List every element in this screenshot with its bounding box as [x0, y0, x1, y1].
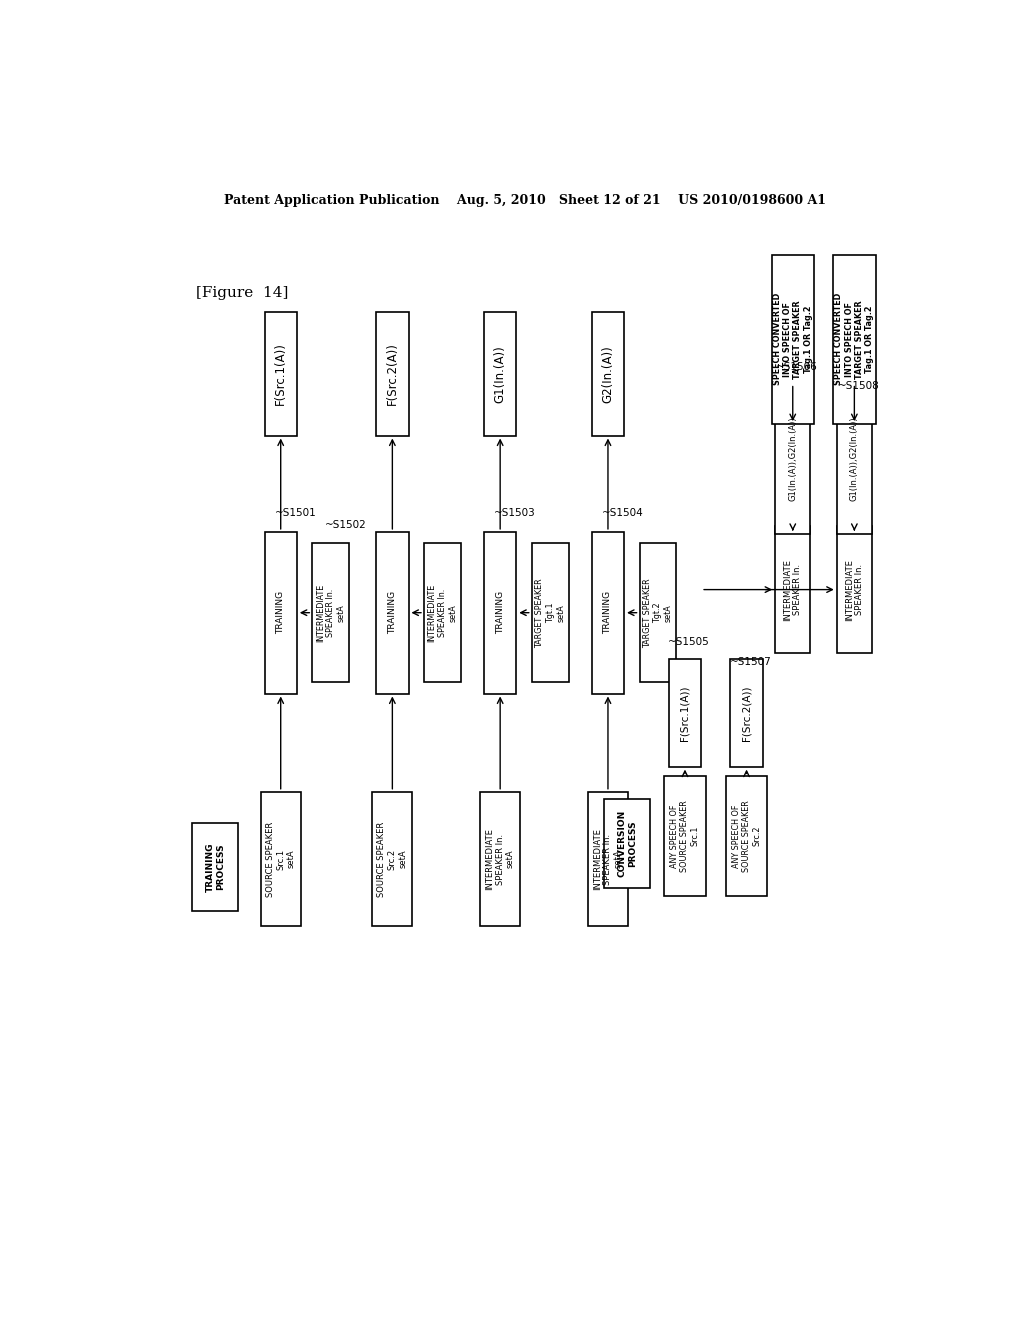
Text: TRAINING
PROCESS: TRAINING PROCESS [206, 842, 225, 891]
Text: SOURCE SPEAKER
Src.1
setA: SOURCE SPEAKER Src.1 setA [266, 821, 296, 896]
Bar [604, 800, 650, 888]
Text: TARGET SPEAKER
Tgt.1
setA: TARGET SPEAKER Tgt.1 setA [536, 578, 565, 648]
Text: TRAINING: TRAINING [603, 591, 612, 635]
Text: CONVERSION
PROCESS: CONVERSION PROCESS [617, 810, 637, 878]
Text: ANY SPEECH OF
SOURCE SPEAKER
Src.2: ANY SPEECH OF SOURCE SPEAKER Src.2 [732, 800, 762, 873]
Text: ~S1505: ~S1505 [668, 638, 710, 647]
Text: ~S1507: ~S1507 [730, 656, 771, 667]
Bar [837, 384, 872, 533]
Bar [376, 532, 409, 693]
Text: ~S1502: ~S1502 [325, 520, 367, 529]
Bar [775, 527, 810, 653]
Bar [484, 532, 516, 693]
Text: ~S1506: ~S1506 [776, 362, 817, 372]
Text: INTERMEDIATE
SPEAKER In.
setA: INTERMEDIATE SPEAKER In. setA [315, 583, 346, 642]
Text: G2(In.(A)): G2(In.(A)) [601, 345, 614, 403]
Bar [775, 384, 810, 533]
Bar [264, 532, 297, 693]
Bar [730, 659, 763, 767]
Bar [376, 313, 409, 436]
Text: SPEECH CONVERTED
INTO SPEECH OF
TARGET SPEAKER
Tag.1 OR Tag.2: SPEECH CONVERTED INTO SPEECH OF TARGET S… [835, 293, 874, 385]
Text: INTERMEDIATE
SPEAKER In.
setA: INTERMEDIATE SPEAKER In. setA [427, 583, 458, 642]
Bar [772, 255, 814, 424]
Bar [669, 659, 701, 767]
Text: INTERMEDIATE
SPEAKER In.
setA: INTERMEDIATE SPEAKER In. setA [593, 828, 623, 890]
Text: ~S1508: ~S1508 [838, 381, 880, 391]
Text: TARGET SPEAKER
Tgt.2
setA: TARGET SPEAKER Tgt.2 setA [643, 578, 673, 648]
Bar [264, 313, 297, 436]
Bar [665, 776, 706, 896]
Text: INTERMEDIATE
SPEAKER In.
setA: INTERMEDIATE SPEAKER In. setA [485, 828, 515, 890]
Text: INTERMEDIATE
SPEAKER In.: INTERMEDIATE SPEAKER In. [783, 558, 803, 620]
Text: TRAINING: TRAINING [276, 591, 286, 635]
Bar [480, 792, 520, 927]
Text: TRAINING: TRAINING [496, 591, 505, 635]
Text: F(Src.1(A)): F(Src.1(A)) [274, 343, 287, 405]
Text: Patent Application Publication    Aug. 5, 2010   Sheet 12 of 21    US 2010/01986: Patent Application Publication Aug. 5, 2… [224, 194, 825, 207]
Text: ~S1504: ~S1504 [602, 508, 643, 517]
Bar [312, 544, 349, 682]
Bar [592, 313, 625, 436]
Text: [Figure  14]: [Figure 14] [196, 286, 289, 300]
Text: INTERMEDIATE
SPEAKER In.: INTERMEDIATE SPEAKER In. [845, 558, 864, 620]
Text: F(Src.2(A)): F(Src.2(A)) [386, 343, 399, 405]
Bar [531, 544, 568, 682]
Text: SOURCE SPEAKER
Src.2
setA: SOURCE SPEAKER Src.2 setA [378, 821, 408, 896]
Text: ~S1501: ~S1501 [274, 508, 316, 517]
Bar [424, 544, 461, 682]
Text: ~S1503: ~S1503 [494, 508, 536, 517]
Text: G1(In.(A)): G1(In.(A)) [494, 345, 507, 403]
Bar [837, 527, 872, 653]
Bar [726, 776, 767, 896]
Text: G1(In.(A)),G2(In.(A)): G1(In.(A)),G2(In.(A)) [850, 416, 859, 502]
Bar [834, 255, 876, 424]
Bar [588, 792, 628, 927]
Text: G1(In.(A)),G2(In.(A)): G1(In.(A)),G2(In.(A)) [788, 416, 798, 502]
Bar [261, 792, 301, 927]
Text: TRAINING: TRAINING [388, 591, 397, 635]
Text: ANY SPEECH OF
SOURCE SPEAKER
Src.1: ANY SPEECH OF SOURCE SPEAKER Src.1 [670, 800, 699, 873]
Text: F(Src.2(A)): F(Src.2(A)) [741, 685, 752, 741]
Bar [592, 532, 625, 693]
Bar [373, 792, 413, 927]
Text: SPEECH CONVERTED
INTO SPEECH OF
TARGET SPEAKER
Tag.1 OR Tag.2: SPEECH CONVERTED INTO SPEECH OF TARGET S… [773, 293, 813, 385]
Bar [640, 544, 677, 682]
Text: F(Src.1(A)): F(Src.1(A)) [680, 685, 690, 741]
Bar [193, 822, 239, 911]
Bar [484, 313, 516, 436]
